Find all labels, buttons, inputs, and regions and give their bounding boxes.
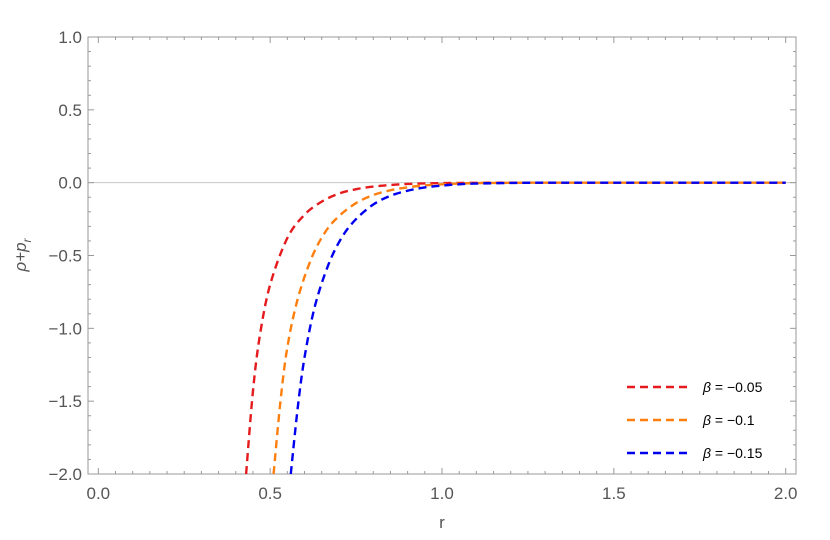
x-tick-label: 2.0	[774, 484, 798, 503]
y-axis-title-base: ρ+p	[11, 242, 30, 272]
y-tick-label: −0.5	[48, 247, 82, 266]
x-tick-label: 0.0	[86, 484, 110, 503]
legend-label-value: = −0.1	[711, 412, 755, 428]
legend-label-value: = −0.05	[711, 379, 763, 395]
legend-label-3: β = −0.15	[702, 445, 763, 461]
x-tick-label: 1.0	[430, 484, 454, 503]
legend: β = −0.05β = −0.1β = −0.15	[627, 379, 763, 461]
series-line-1	[244, 181, 786, 475]
plot-frame	[87, 36, 797, 475]
x-axis-title: r	[439, 513, 445, 532]
legend-label-1: β = −0.05	[702, 379, 763, 395]
x-tick-label: 1.5	[602, 484, 626, 503]
x-tick-label: 0.5	[258, 484, 282, 503]
y-axis-title: ρ+pr	[11, 237, 34, 272]
y-tick-label: −1.5	[48, 392, 82, 411]
y-tick-label: 1.0	[58, 28, 82, 47]
legend-label-symbol: β	[702, 379, 711, 395]
series-line-2	[272, 181, 786, 475]
y-axis-title-sub: r	[20, 237, 34, 242]
legend-label-2: β = −0.1	[702, 412, 755, 428]
y-tick-label: −2.0	[48, 465, 82, 484]
series-line-3	[289, 181, 786, 475]
y-tick-label: 0.0	[58, 174, 82, 193]
legend-label-symbol: β	[702, 445, 711, 461]
y-tick-label: 0.5	[58, 101, 82, 120]
legend-label-value: = −0.15	[711, 445, 763, 461]
legend-label-symbol: β	[702, 412, 711, 428]
y-tick-label: −1.0	[48, 319, 82, 338]
